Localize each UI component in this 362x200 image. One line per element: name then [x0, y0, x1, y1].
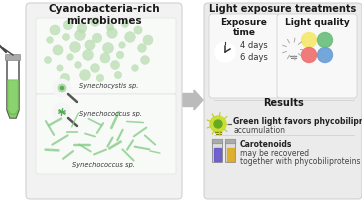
Circle shape [45, 57, 51, 63]
Circle shape [302, 32, 316, 47]
Text: Carotenoids: Carotenoids [240, 140, 292, 149]
FancyBboxPatch shape [212, 142, 223, 162]
Circle shape [103, 43, 113, 53]
Text: Synechocystis sp.: Synechocystis sp. [79, 83, 138, 89]
Circle shape [114, 71, 122, 79]
Text: 6 days: 6 days [240, 52, 268, 62]
Circle shape [70, 42, 80, 52]
Circle shape [145, 37, 151, 43]
Circle shape [60, 86, 63, 90]
Circle shape [140, 55, 150, 65]
Circle shape [58, 84, 66, 92]
Text: Cyanobacteria-rich
microbiomes: Cyanobacteria-rich microbiomes [48, 4, 160, 26]
Text: Light quality: Light quality [285, 18, 349, 27]
Circle shape [215, 42, 235, 62]
Text: Green light favors phycobiliprotein: Green light favors phycobiliprotein [233, 117, 362, 126]
Circle shape [115, 51, 125, 59]
Circle shape [63, 20, 73, 30]
Text: 4 days: 4 days [240, 42, 268, 50]
Text: Synechococcus sp.: Synechococcus sp. [79, 111, 142, 117]
FancyBboxPatch shape [204, 3, 362, 199]
Polygon shape [227, 148, 234, 161]
Text: together with phycobiliproteins: together with phycobiliproteins [240, 157, 361, 166]
Circle shape [94, 35, 100, 41]
FancyBboxPatch shape [209, 14, 279, 98]
Circle shape [75, 61, 81, 69]
Circle shape [286, 42, 300, 56]
Circle shape [84, 51, 92, 59]
Polygon shape [214, 148, 221, 161]
Circle shape [56, 64, 64, 72]
FancyArrow shape [183, 90, 203, 110]
Text: Synechococcus sp.: Synechococcus sp. [72, 162, 135, 168]
Circle shape [63, 34, 70, 40]
Circle shape [139, 45, 145, 51]
FancyBboxPatch shape [26, 3, 182, 199]
Circle shape [52, 27, 58, 33]
Circle shape [210, 116, 226, 132]
Circle shape [85, 40, 96, 50]
Circle shape [96, 74, 104, 82]
Circle shape [92, 18, 98, 26]
Circle shape [107, 28, 117, 38]
Circle shape [54, 79, 71, 97]
Circle shape [101, 54, 109, 62]
Circle shape [302, 47, 316, 62]
FancyBboxPatch shape [36, 18, 176, 94]
FancyBboxPatch shape [277, 14, 357, 98]
Text: Results: Results [262, 98, 303, 108]
FancyBboxPatch shape [36, 94, 176, 174]
Text: Exposure
time: Exposure time [220, 18, 268, 37]
Circle shape [66, 53, 74, 61]
Text: may be recovered: may be recovered [240, 149, 309, 158]
FancyBboxPatch shape [226, 142, 236, 162]
Circle shape [214, 120, 222, 128]
FancyBboxPatch shape [225, 139, 236, 144]
Circle shape [90, 63, 100, 73]
Circle shape [120, 19, 130, 29]
Circle shape [125, 32, 135, 42]
Circle shape [54, 104, 71, 120]
Circle shape [60, 74, 70, 82]
Circle shape [317, 47, 333, 62]
Circle shape [55, 47, 61, 53]
Text: Light exposure treatments: Light exposure treatments [209, 4, 357, 14]
Circle shape [78, 24, 86, 32]
Circle shape [118, 41, 126, 49]
Circle shape [82, 72, 88, 78]
Circle shape [134, 26, 142, 34]
Circle shape [46, 36, 54, 44]
Circle shape [130, 63, 140, 73]
Polygon shape [8, 80, 18, 117]
FancyBboxPatch shape [212, 139, 223, 144]
Circle shape [110, 60, 121, 70]
Circle shape [107, 24, 113, 30]
FancyBboxPatch shape [5, 54, 21, 60]
Circle shape [76, 31, 84, 39]
Text: accumulation: accumulation [233, 126, 285, 135]
Circle shape [317, 32, 333, 47]
